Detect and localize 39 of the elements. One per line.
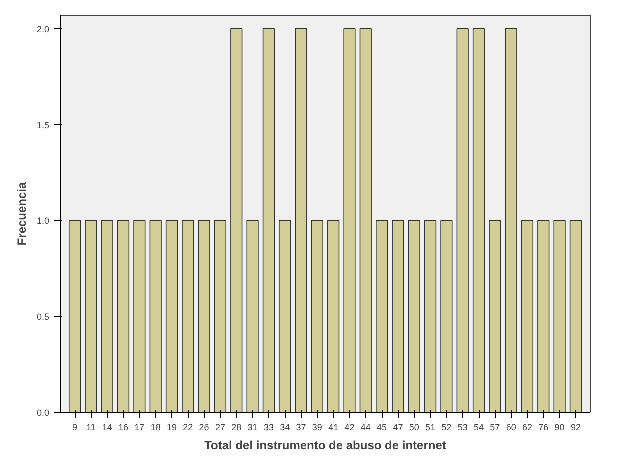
x-tick-label: 37 <box>296 422 306 432</box>
x-tick-label: 11 <box>86 422 96 432</box>
x-tick-label: 52 <box>442 422 452 432</box>
x-tick-label: 26 <box>199 422 210 432</box>
y-tick-label: 1.5 <box>36 120 50 130</box>
y-tick-label: 0.5 <box>36 312 50 322</box>
x-tick-label: 51 <box>426 422 436 432</box>
x-tick-label: 45 <box>377 422 388 432</box>
x-tick-label: 60 <box>506 422 516 432</box>
x-tick-label: 28 <box>232 422 242 432</box>
x-tick-label: 14 <box>102 422 112 432</box>
x-tick-label: 16 <box>118 422 129 432</box>
x-tick-label: 92 <box>570 422 581 432</box>
y-tick-label: 2.0 <box>36 24 50 34</box>
x-axis-title: Total del instrumento de abuso de internet <box>204 438 446 452</box>
x-tick-label: 33 <box>264 422 274 432</box>
x-tick-label: 50 <box>409 422 420 432</box>
y-tick-label: 0.0 <box>36 408 50 418</box>
x-tick-label: 90 <box>554 422 565 432</box>
x-tick-label: 42 <box>344 422 355 432</box>
x-tick-label: 27 <box>215 422 226 432</box>
x-tick-label: 31 <box>248 422 258 432</box>
x-tick-label: 53 <box>458 422 468 432</box>
y-axis-title: Frecuencia <box>14 182 29 246</box>
x-tick-label: 34 <box>280 422 290 432</box>
x-tick-label: 62 <box>522 422 532 432</box>
x-tick-label: 22 <box>183 422 194 432</box>
x-tick-label: 19 <box>166 422 178 432</box>
x-tick-label: 9 <box>72 422 78 432</box>
x-tick-label: 47 <box>393 422 404 432</box>
x-tick-label: 44 <box>360 422 371 432</box>
x-tick-label: 18 <box>150 422 161 432</box>
y-tick-label: 1.0 <box>36 216 50 226</box>
x-tick-label: 39 <box>312 422 322 432</box>
x-tick-label: 41 <box>328 422 339 432</box>
x-tick-label: 57 <box>490 422 500 432</box>
x-tick-label: 54 <box>474 422 484 432</box>
x-tick-label: 17 <box>134 422 145 432</box>
x-tick-label: 76 <box>538 422 549 432</box>
